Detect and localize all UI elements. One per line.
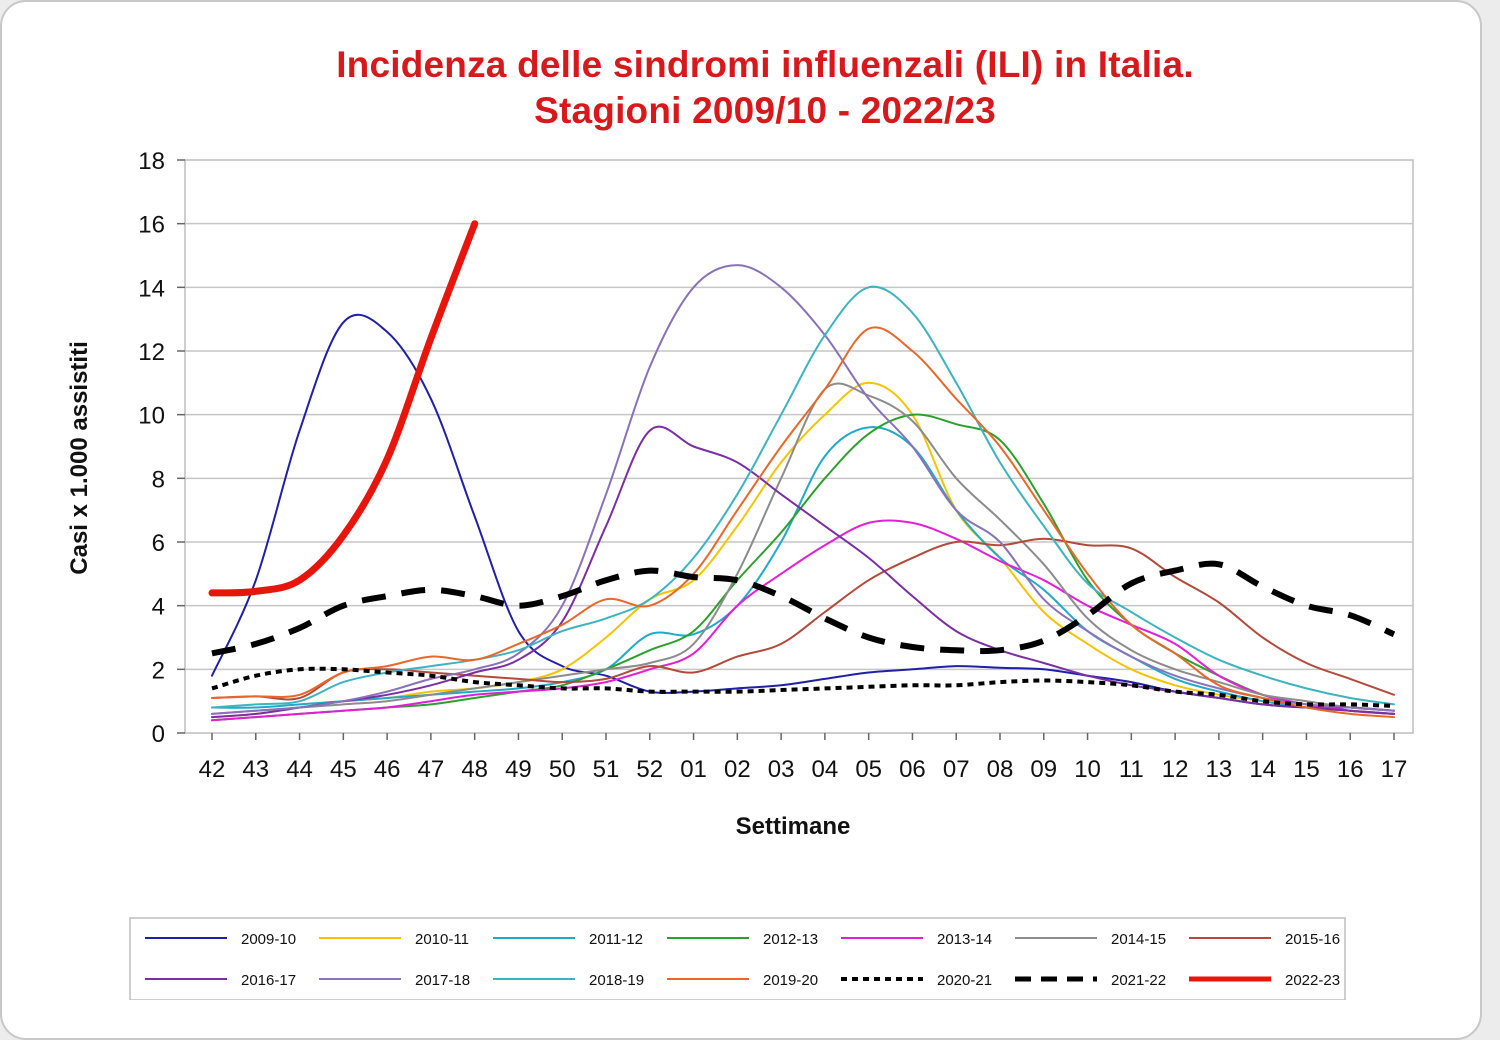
legend-label: 2019-20 xyxy=(763,972,818,989)
x-tick-label: 45 xyxy=(330,756,357,783)
x-tick-label: 48 xyxy=(461,756,488,783)
legend-item-2016-17: 2016-17 xyxy=(145,972,296,989)
x-tick-label: 02 xyxy=(724,756,751,783)
x-tick-label: 04 xyxy=(812,756,839,783)
series-line-2013-14 xyxy=(211,519,1395,722)
legend-label: 2012-13 xyxy=(763,931,818,948)
y-tick-label: 6 xyxy=(152,530,165,557)
legend-item-2013-14: 2013-14 xyxy=(841,931,992,948)
series-line-2021-22 xyxy=(211,560,1396,657)
x-tick-label: 52 xyxy=(636,756,663,783)
x-tick-label: 12 xyxy=(1162,756,1189,783)
y-tick-label: 0 xyxy=(152,721,165,748)
x-tick-label: 50 xyxy=(549,756,576,783)
legend-item-2018-19: 2018-19 xyxy=(493,972,644,989)
x-tick-label: 49 xyxy=(505,756,532,783)
legend: 2009-10 2010-11 2011-12 2012-13 2013-14 2014-… xyxy=(129,917,1346,1000)
legend-item-2012-13: 2012-13 xyxy=(667,931,818,948)
x-tick-label: 06 xyxy=(899,756,926,783)
legend-label: 2022-23 xyxy=(1285,972,1340,989)
x-tick-label: 15 xyxy=(1293,756,1320,783)
legend-item-2010-11: 2010-11 xyxy=(319,931,469,948)
x-tick-label: 47 xyxy=(418,756,445,783)
x-axis-ticks: 42 43 44 45 46 47 48 49 50 51 52 01 02 03 04 05 06 07 08 09… xyxy=(199,733,1408,783)
legend-label: 2017-18 xyxy=(415,972,470,989)
x-tick-label: 43 xyxy=(242,756,269,783)
legend-item-2019-20: 2019-20 xyxy=(667,972,818,989)
y-axis-ticks: 0 2 4 6 8 10 12 14 16 18 xyxy=(138,148,185,748)
legend-label: 2010-11 xyxy=(415,931,469,948)
legend-item-2009-10: 2009-10 xyxy=(145,931,296,948)
chart-title: Incidenza delle sindromi influenzali (IL… xyxy=(0,42,1500,134)
x-tick-label: 14 xyxy=(1249,756,1276,783)
legend-item-2011-12: 2011-12 xyxy=(493,931,643,948)
series-line-2015-16 xyxy=(211,537,1395,701)
y-tick-label: 10 xyxy=(138,403,165,430)
x-tick-label: 09 xyxy=(1030,756,1057,783)
x-tick-label: 08 xyxy=(987,756,1014,783)
legend-label: 2011-12 xyxy=(589,931,643,948)
series-line-2011-12 xyxy=(211,426,1395,715)
series-line-2017-18 xyxy=(211,264,1395,715)
legend-item-2015-16: 2015-16 xyxy=(1189,931,1340,948)
y-tick-label: 16 xyxy=(138,212,165,239)
legend-item-2022-23: 2022-23 xyxy=(1189,972,1340,989)
y-tick-label: 8 xyxy=(152,466,165,493)
y-tick-label: 14 xyxy=(138,275,165,302)
x-tick-label: 10 xyxy=(1074,756,1101,783)
x-tick-label: 07 xyxy=(943,756,970,783)
legend-item-2021-22: 2021-22 xyxy=(1015,972,1166,989)
legend-item-2020-21: 2020-21 xyxy=(841,972,992,989)
x-tick-label: 13 xyxy=(1206,756,1233,783)
series-line-2010-11 xyxy=(211,381,1395,719)
series-line-2014-15 xyxy=(211,382,1395,715)
y-axis-label: Casi x 1.000 assistiti xyxy=(66,341,93,574)
x-tick-label: 01 xyxy=(680,756,707,783)
y-tick-label: 4 xyxy=(152,594,165,621)
y-tick-label: 18 xyxy=(138,148,165,175)
plot-area xyxy=(184,159,1414,734)
legend-label: 2020-21 xyxy=(937,972,992,989)
legend-item-2014-15: 2014-15 xyxy=(1015,931,1166,948)
legend-label: 2018-19 xyxy=(589,972,644,989)
x-tick-label: 05 xyxy=(855,756,882,783)
y-tick-label: 12 xyxy=(138,339,165,366)
chart-title-line-2: Stagioni 2009/10 - 2022/23 xyxy=(534,90,996,131)
legend-label: 2014-15 xyxy=(1111,931,1166,948)
x-tick-label: 44 xyxy=(286,756,313,783)
series-line-2012-13 xyxy=(211,413,1395,722)
series-line-2022-23 xyxy=(208,220,479,597)
x-tick-label: 03 xyxy=(768,756,795,783)
legend-label: 2021-22 xyxy=(1111,972,1166,989)
series-lines xyxy=(208,220,1396,722)
x-tick-label: 11 xyxy=(1119,756,1144,783)
chart-title-line-1: Incidenza delle sindromi influenzali (IL… xyxy=(336,44,1194,85)
legend-label: 2015-16 xyxy=(1285,931,1340,948)
x-tick-label: 16 xyxy=(1337,756,1364,783)
legend-label: 2016-17 xyxy=(241,972,296,989)
series-line-2019-20 xyxy=(211,326,1395,719)
x-tick-label: 51 xyxy=(593,756,620,783)
x-tick-label: 46 xyxy=(374,756,401,783)
legend-item-2017-18: 2017-18 xyxy=(319,972,470,989)
series-line-2018-19 xyxy=(211,285,1395,709)
y-tick-label: 2 xyxy=(152,657,165,684)
series-line-2020-21 xyxy=(211,666,1395,708)
x-tick-label: 17 xyxy=(1381,756,1408,783)
legend-label: 2013-14 xyxy=(937,931,992,948)
x-axis-label: Settimane xyxy=(736,813,851,840)
legend-label: 2009-10 xyxy=(241,931,296,948)
x-tick-label: 42 xyxy=(199,756,226,783)
